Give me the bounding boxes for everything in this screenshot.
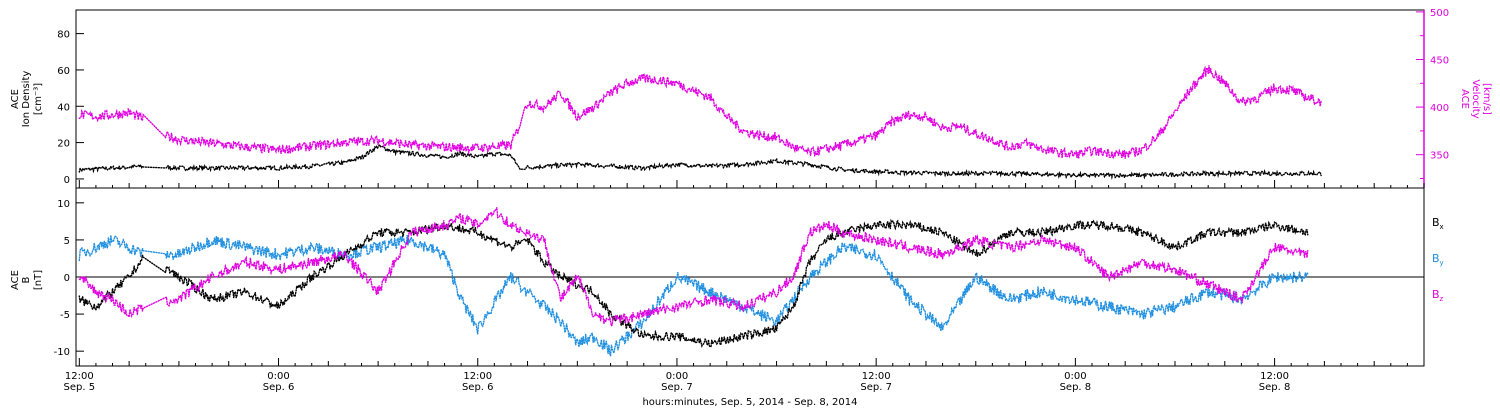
top-plot-frame	[75, 9, 1425, 189]
top-right-axis-label-line3: [km/s]	[1481, 83, 1492, 115]
bx-points	[78, 218, 1309, 349]
top-panel: 0 20 40 60 80 350 400 450 500 ACE Ion Density […	[10, 8, 1492, 189]
legend-by: By	[1432, 252, 1444, 267]
bottom-series	[78, 207, 1309, 357]
bz-points	[78, 207, 1309, 328]
right-tick-label: 500	[1430, 8, 1449, 19]
right-tick-label: 450	[1430, 55, 1449, 66]
left-tick-label: 60	[57, 66, 70, 77]
right-tick-label: 400	[1430, 103, 1449, 114]
x-tick-sublabel: Sep. 8	[1060, 382, 1092, 393]
x-tick-label: 0:00	[666, 371, 688, 382]
x-tick-label: 0:00	[1064, 371, 1086, 382]
bottom-left-axis-ticks: -10 -5 0 5 10	[54, 199, 84, 358]
right-tick-label: 350	[1430, 151, 1449, 162]
x-tick-label: 0:00	[267, 371, 289, 382]
x-tick-label: 12:00	[65, 371, 94, 382]
x-tick-label: 12:00	[463, 371, 492, 382]
ion-density-points	[78, 143, 1322, 180]
x-tick-sublabel: Sep. 6	[462, 382, 494, 393]
x-tick-label: 12:00	[1260, 371, 1289, 382]
x-tick-sublabel: Sep. 6	[263, 382, 295, 393]
by-points	[78, 235, 1309, 357]
bottom-axis-label-line1: ACE	[10, 270, 21, 290]
x-tick-sublabel: Sep. 8	[1259, 382, 1291, 393]
left-tick-label: 0	[64, 175, 70, 186]
bottom-axis-label-line3: [nT]	[33, 270, 44, 290]
top-left-axis-label-line2: Ion Density	[21, 71, 32, 128]
left-tick-label: 40	[57, 102, 70, 113]
x-tick-sublabel: Sep. 7	[661, 382, 693, 393]
left-tick-label: 20	[57, 139, 70, 150]
x-tick-sublabel: Sep. 7	[860, 382, 892, 393]
top-right-axis-label-line1: ACE	[1459, 89, 1470, 109]
top-right-axis-ticks: 350 400 450 500	[1416, 8, 1449, 188]
x-axis-title: hours:minutes, Sep. 5, 2014 - Sep. 8, 20…	[642, 397, 857, 408]
top-right-axis-label-line2: Velocity	[1470, 79, 1481, 118]
legend: Bx By Bz	[1432, 216, 1444, 303]
bottom-axis-label-line2: B	[21, 276, 32, 283]
legend-bz: Bz	[1432, 288, 1444, 303]
top-left-axis-label-line1: ACE	[10, 89, 21, 109]
x-tick-label: 12:00	[862, 371, 891, 382]
top-left-axis-label-line3: [cm⁻³]	[33, 83, 44, 115]
top-series	[78, 65, 1322, 180]
top-left-axis-ticks: 0 20 40 60 80	[57, 30, 84, 186]
bottom-left-tick-label: 10	[57, 199, 70, 210]
legend-bx: Bx	[1432, 216, 1444, 231]
bottom-left-tick-label: 5	[64, 236, 70, 247]
bottom-left-tick-label: -10	[54, 347, 70, 358]
x-tick-sublabel: Sep. 5	[64, 382, 96, 393]
bottom-left-tick-label: 0	[64, 273, 70, 284]
left-tick-label: 80	[57, 30, 70, 41]
bottom-left-tick-label: -5	[60, 310, 70, 321]
velocity-points	[78, 65, 1322, 160]
